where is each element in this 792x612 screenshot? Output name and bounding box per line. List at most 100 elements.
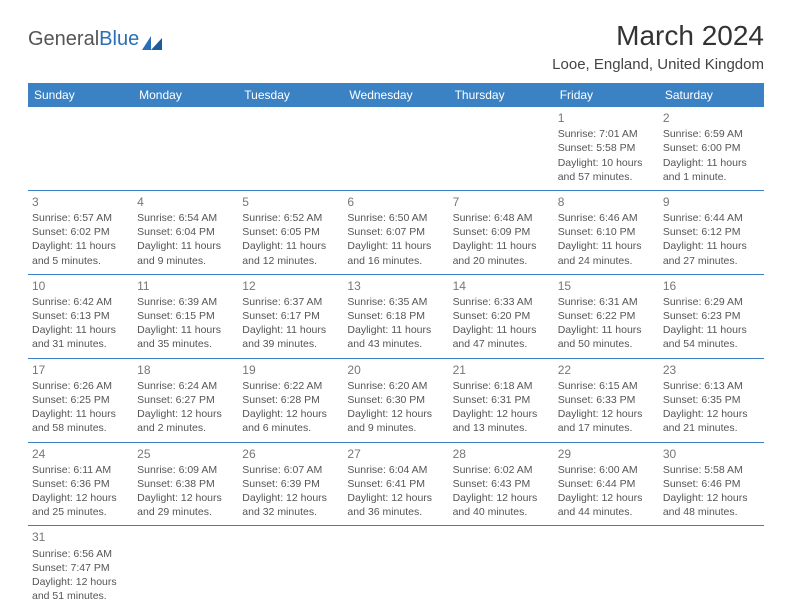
day-number: 25 [137,446,234,462]
daylight-text: Daylight: 10 hours and 57 minutes. [558,156,655,184]
sunset-text: Sunset: 6:05 PM [242,225,339,239]
sunrise-text: Sunrise: 6:39 AM [137,295,234,309]
sunset-text: Sunset: 6:18 PM [347,309,444,323]
day-number: 11 [137,278,234,294]
daylight-text: Daylight: 12 hours and 6 minutes. [242,407,339,435]
calendar-cell: 31Sunrise: 6:56 AMSunset: 7:47 PMDayligh… [28,526,133,609]
calendar-cell: 11Sunrise: 6:39 AMSunset: 6:15 PMDayligh… [133,274,238,358]
sunrise-text: Sunrise: 7:01 AM [558,127,655,141]
calendar-cell: 20Sunrise: 6:20 AMSunset: 6:30 PMDayligh… [343,358,448,442]
calendar-cell [133,107,238,190]
daylight-text: Daylight: 11 hours and 54 minutes. [663,323,760,351]
sunset-text: Sunset: 6:02 PM [32,225,129,239]
sunrise-text: Sunrise: 6:04 AM [347,463,444,477]
calendar-cell [238,107,343,190]
sunset-text: Sunset: 6:33 PM [558,393,655,407]
weekday-row: SundayMondayTuesdayWednesdayThursdayFrid… [28,83,764,107]
day-number: 23 [663,362,760,378]
calendar-cell: 17Sunrise: 6:26 AMSunset: 6:25 PMDayligh… [28,358,133,442]
sunset-text: Sunset: 7:47 PM [32,561,129,575]
location: Looe, England, United Kingdom [552,56,764,73]
sunset-text: Sunset: 6:31 PM [453,393,550,407]
day-number: 22 [558,362,655,378]
day-number: 7 [453,194,550,210]
sunset-text: Sunset: 6:23 PM [663,309,760,323]
sunset-text: Sunset: 5:58 PM [558,141,655,155]
sunrise-text: Sunrise: 6:26 AM [32,379,129,393]
sunset-text: Sunset: 6:35 PM [663,393,760,407]
sunset-text: Sunset: 6:44 PM [558,477,655,491]
header: GeneralBlue March 2024 Looe, England, Un… [28,20,764,73]
daylight-text: Daylight: 12 hours and 13 minutes. [453,407,550,435]
calendar-cell [449,107,554,190]
sunset-text: Sunset: 6:39 PM [242,477,339,491]
sunset-text: Sunset: 6:36 PM [32,477,129,491]
day-number: 1 [558,110,655,126]
sunrise-text: Sunrise: 6:20 AM [347,379,444,393]
sunrise-text: Sunrise: 6:29 AM [663,295,760,309]
day-number: 14 [453,278,550,294]
calendar-cell: 27Sunrise: 6:04 AMSunset: 6:41 PMDayligh… [343,442,448,526]
calendar-cell: 14Sunrise: 6:33 AMSunset: 6:20 PMDayligh… [449,274,554,358]
calendar-cell: 29Sunrise: 6:00 AMSunset: 6:44 PMDayligh… [554,442,659,526]
day-number: 12 [242,278,339,294]
sunrise-text: Sunrise: 6:50 AM [347,211,444,225]
calendar-cell: 26Sunrise: 6:07 AMSunset: 6:39 PMDayligh… [238,442,343,526]
sunset-text: Sunset: 6:22 PM [558,309,655,323]
calendar-cell: 10Sunrise: 6:42 AMSunset: 6:13 PMDayligh… [28,274,133,358]
sunrise-text: Sunrise: 6:57 AM [32,211,129,225]
sunset-text: Sunset: 6:38 PM [137,477,234,491]
sunrise-text: Sunrise: 6:11 AM [32,463,129,477]
calendar-cell: 1Sunrise: 7:01 AMSunset: 5:58 PMDaylight… [554,107,659,190]
calendar-cell: 12Sunrise: 6:37 AMSunset: 6:17 PMDayligh… [238,274,343,358]
weekday-header: Saturday [659,83,764,107]
calendar-cell: 23Sunrise: 6:13 AMSunset: 6:35 PMDayligh… [659,358,764,442]
day-number: 2 [663,110,760,126]
day-number: 29 [558,446,655,462]
daylight-text: Daylight: 11 hours and 31 minutes. [32,323,129,351]
sunrise-text: Sunrise: 6:02 AM [453,463,550,477]
calendar-cell: 6Sunrise: 6:50 AMSunset: 6:07 PMDaylight… [343,190,448,274]
day-number: 30 [663,446,760,462]
logo-icon [142,33,162,47]
daylight-text: Daylight: 11 hours and 58 minutes. [32,407,129,435]
calendar-cell: 28Sunrise: 6:02 AMSunset: 6:43 PMDayligh… [449,442,554,526]
calendar-cell: 22Sunrise: 6:15 AMSunset: 6:33 PMDayligh… [554,358,659,442]
sunrise-text: Sunrise: 6:15 AM [558,379,655,393]
sunrise-text: Sunrise: 6:54 AM [137,211,234,225]
day-number: 27 [347,446,444,462]
day-number: 21 [453,362,550,378]
day-number: 9 [663,194,760,210]
day-number: 20 [347,362,444,378]
sunrise-text: Sunrise: 6:24 AM [137,379,234,393]
sunrise-text: Sunrise: 6:33 AM [453,295,550,309]
calendar-cell: 4Sunrise: 6:54 AMSunset: 6:04 PMDaylight… [133,190,238,274]
sunrise-text: Sunrise: 6:07 AM [242,463,339,477]
daylight-text: Daylight: 11 hours and 9 minutes. [137,239,234,267]
day-number: 3 [32,194,129,210]
calendar-cell: 3Sunrise: 6:57 AMSunset: 6:02 PMDaylight… [28,190,133,274]
daylight-text: Daylight: 11 hours and 50 minutes. [558,323,655,351]
calendar-cell: 25Sunrise: 6:09 AMSunset: 6:38 PMDayligh… [133,442,238,526]
day-number: 17 [32,362,129,378]
weekday-header: Monday [133,83,238,107]
sunset-text: Sunset: 6:41 PM [347,477,444,491]
day-number: 31 [32,529,129,545]
daylight-text: Daylight: 12 hours and 44 minutes. [558,491,655,519]
daylight-text: Daylight: 11 hours and 1 minute. [663,156,760,184]
calendar-cell: 18Sunrise: 6:24 AMSunset: 6:27 PMDayligh… [133,358,238,442]
sunrise-text: Sunrise: 6:48 AM [453,211,550,225]
sunrise-text: Sunrise: 6:42 AM [32,295,129,309]
daylight-text: Daylight: 12 hours and 40 minutes. [453,491,550,519]
daylight-text: Daylight: 11 hours and 27 minutes. [663,239,760,267]
daylight-text: Daylight: 11 hours and 39 minutes. [242,323,339,351]
weekday-header: Tuesday [238,83,343,107]
day-number: 18 [137,362,234,378]
sunrise-text: Sunrise: 6:44 AM [663,211,760,225]
day-number: 13 [347,278,444,294]
sunset-text: Sunset: 6:43 PM [453,477,550,491]
calendar-cell: 19Sunrise: 6:22 AMSunset: 6:28 PMDayligh… [238,358,343,442]
calendar-cell: 2Sunrise: 6:59 AMSunset: 6:00 PMDaylight… [659,107,764,190]
calendar-cell [28,107,133,190]
sunrise-text: Sunrise: 6:13 AM [663,379,760,393]
